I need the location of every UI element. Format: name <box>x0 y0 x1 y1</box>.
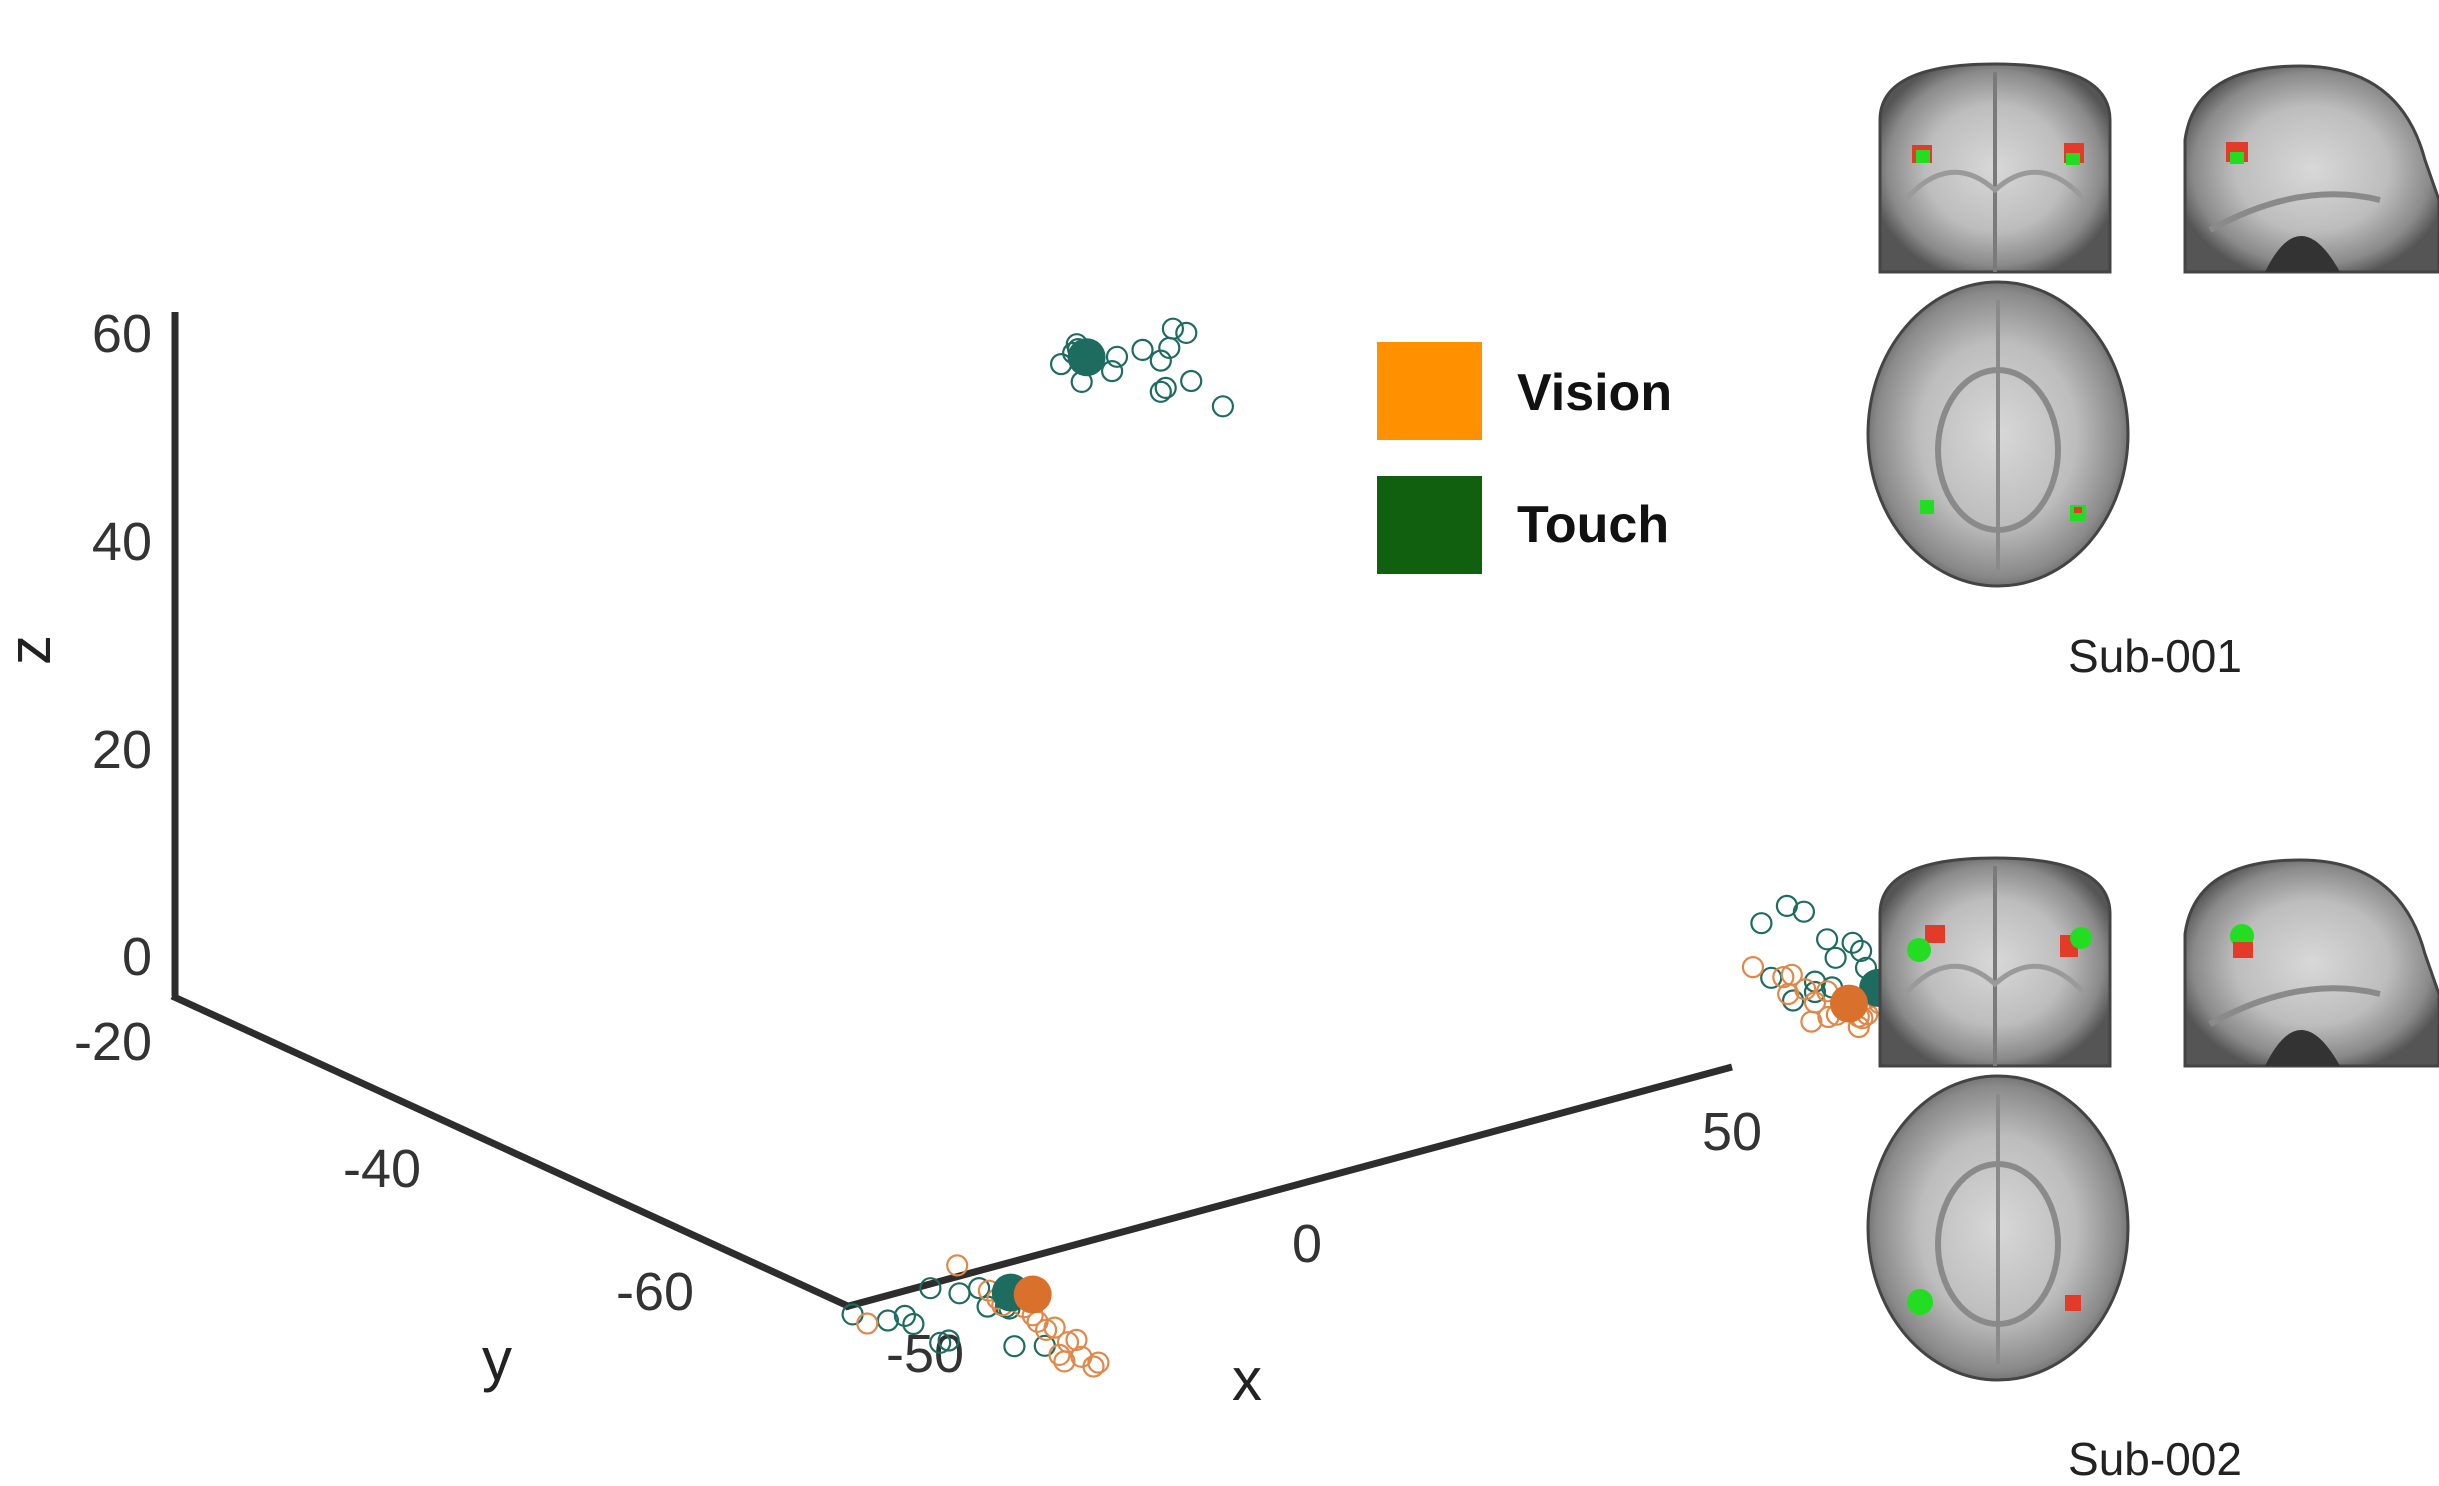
axes-3d: 60 40 20 0 -20 -40 -60 -50 0 50 z y x <box>0 304 1762 1413</box>
legend-swatch-vision <box>1377 342 1482 440</box>
axial-slice <box>1866 280 2130 588</box>
y-tick-label: -40 <box>343 1139 421 1199</box>
touch-data-point <box>1841 931 1864 954</box>
touch-data-point <box>1750 912 1773 935</box>
y-axis-line <box>170 992 852 1311</box>
y-tick-label: -60 <box>616 1262 694 1322</box>
touch-data-point <box>1149 349 1172 372</box>
sagittal-slice <box>2183 64 2439 274</box>
touch-data-point <box>1154 376 1177 399</box>
touch-data-point <box>1100 360 1124 383</box>
vision-data-point <box>856 1312 879 1335</box>
touch-data-point <box>1131 338 1154 361</box>
touch-data-point <box>1849 939 1873 963</box>
scatter-points <box>841 317 1898 1378</box>
vision-data-point <box>1065 1328 1088 1352</box>
touch-data-point <box>1803 980 1827 1004</box>
z-tick-label: -20 <box>74 1012 152 1072</box>
touch-data-point <box>1180 369 1203 393</box>
touch-centroid-point <box>1067 338 1106 377</box>
touch-data-point <box>1175 321 1198 344</box>
touch-data-point <box>1003 1335 1026 1358</box>
vision-data-point <box>1772 965 1795 989</box>
series-touch <box>841 317 1878 1358</box>
legend-label-vision: Vision <box>1517 364 1672 422</box>
brain-panel-sub-001: Sub-001 <box>1866 62 2439 682</box>
x-tick-label: 0 <box>1292 1214 1322 1274</box>
x-axis-label: x <box>1232 1346 1262 1413</box>
touch-data-point <box>1824 946 1847 969</box>
vision-data-point <box>1777 982 1800 1006</box>
brain-panel-sub-002: Sub-002 <box>1866 856 2439 1485</box>
vision-data-point <box>1800 1010 1823 1033</box>
touch-data-point <box>1161 317 1185 340</box>
x-tick-label: -50 <box>886 1324 964 1384</box>
z-axis-label: z <box>0 635 63 665</box>
centroid-vision <box>1013 984 1868 1314</box>
subject-label: Sub-002 <box>2068 1433 2242 1485</box>
vision-data-point <box>1087 1351 1110 1374</box>
touch-data-point <box>1792 900 1816 923</box>
touch-data-point <box>948 1282 971 1305</box>
touch-data-point <box>902 1312 925 1336</box>
x-tick-label: 50 <box>1702 1102 1762 1162</box>
z-tick-label: 60 <box>92 304 152 364</box>
vision-data-point <box>946 1254 969 1277</box>
legend-label-touch: Touch <box>1517 496 1669 554</box>
z-tick-label: 20 <box>92 720 152 780</box>
vision-centroid-point <box>1013 1275 1052 1314</box>
touch-data-point <box>893 1304 917 1328</box>
touch-data-point <box>1149 380 1172 403</box>
sagittal-slice <box>2183 858 2439 1068</box>
vision-data-point <box>1053 1350 1076 1373</box>
touch-data-point <box>1211 395 1235 418</box>
axial-slice <box>1866 1074 2130 1382</box>
touch-data-point <box>1815 928 1839 951</box>
subject-label: Sub-001 <box>2068 630 2242 682</box>
vision-centroid-point <box>1830 984 1868 1023</box>
touch-data-point <box>919 1277 942 1300</box>
z-tick-label: 40 <box>92 512 152 572</box>
y-axis-label: y <box>482 1326 512 1393</box>
coronal-slice <box>1878 62 2112 274</box>
x-axis-line <box>844 1063 1733 1311</box>
z-tick-label: 0 <box>122 927 152 987</box>
vision-data-point <box>1741 955 1765 979</box>
legend-swatch-touch <box>1377 476 1482 574</box>
touch-data-point <box>929 1331 952 1354</box>
vision-data-point <box>1048 1343 1071 1367</box>
vision-data-point <box>1082 1355 1105 1378</box>
vision-data-point <box>1043 1316 1066 1339</box>
touch-data-point <box>1105 345 1129 368</box>
touch-data-point <box>1781 989 1805 1012</box>
legend: Vision Touch <box>1377 342 1672 574</box>
coronal-slice <box>1878 856 2112 1068</box>
touch-data-point <box>937 1329 960 1352</box>
vision-data-point <box>1034 1318 1058 1342</box>
